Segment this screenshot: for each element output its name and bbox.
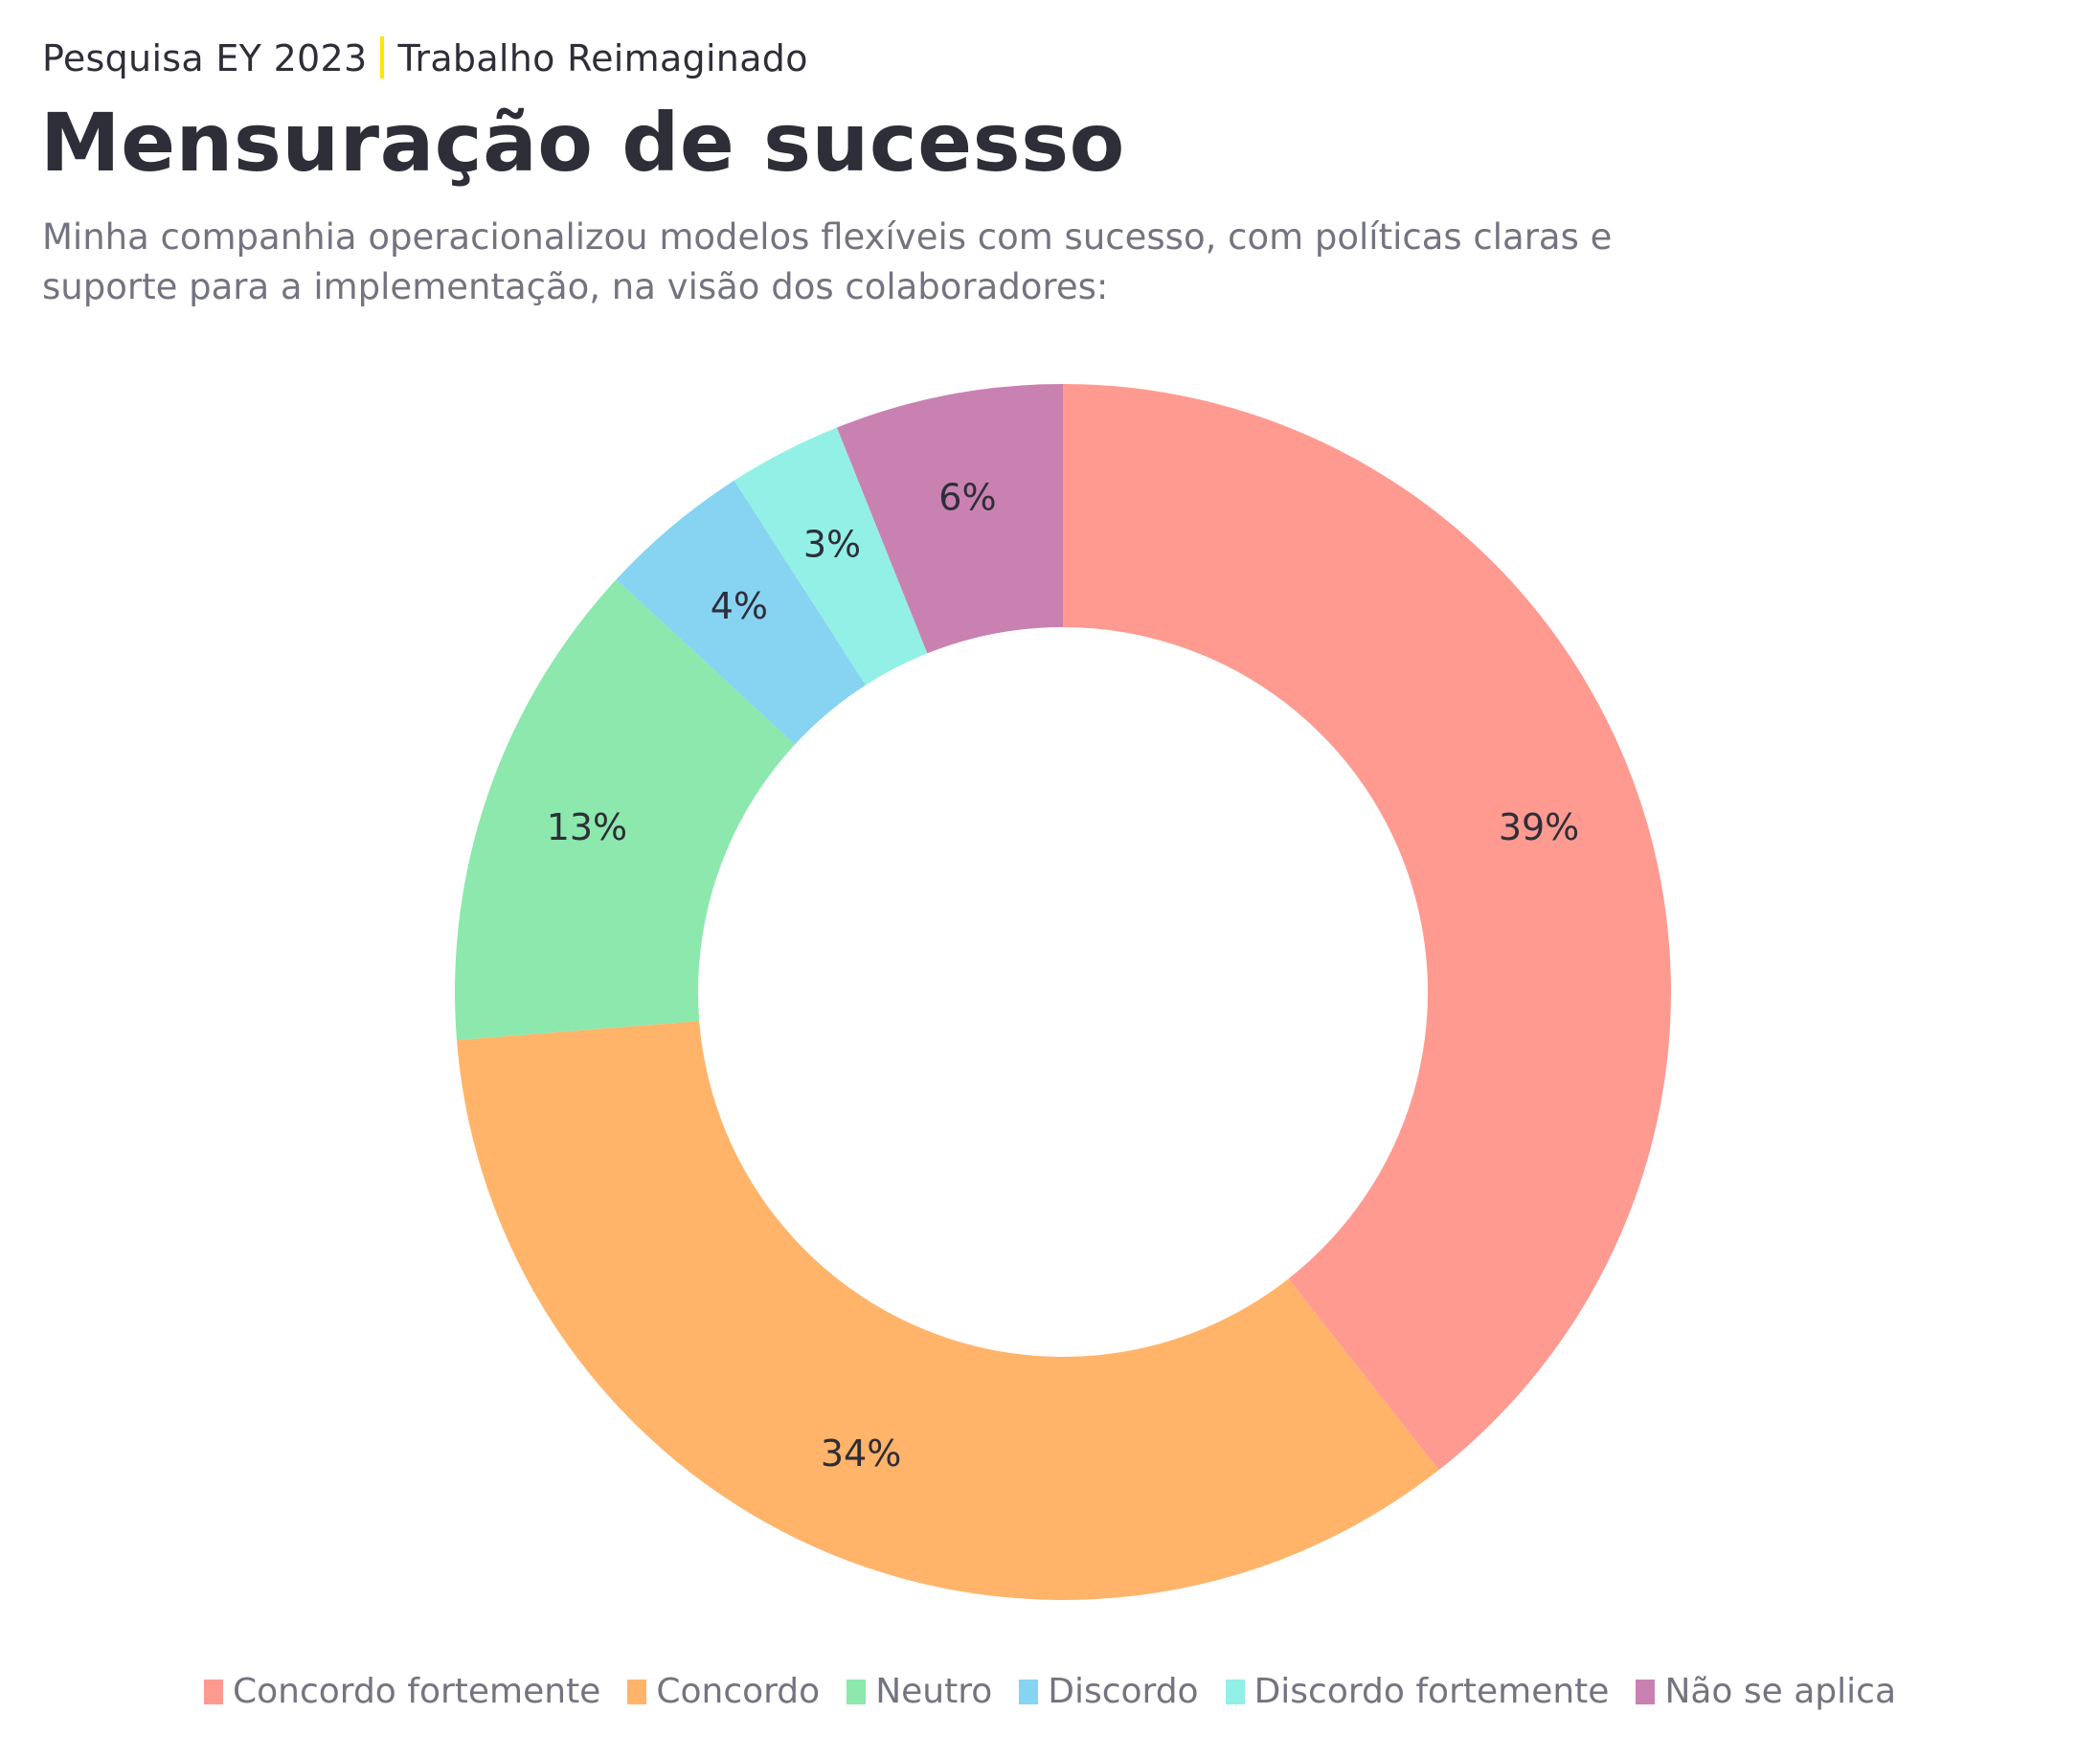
donut-slice-4: [616, 480, 867, 745]
legend-label: Discordo fortemente: [1253, 1672, 1610, 1711]
slice-value-label: 4%: [711, 585, 768, 627]
legend-label: Discordo: [1048, 1672, 1199, 1711]
slice-value-label: 6%: [938, 477, 996, 519]
legend-item: Não se aplica: [1636, 1672, 1896, 1711]
legend-label: Neutro: [875, 1672, 993, 1711]
legend-label: Não se aplica: [1664, 1672, 1897, 1711]
survey-theme: Trabalho Reimaginado: [397, 37, 808, 79]
donut-slice-1: [1063, 384, 1671, 1471]
chart-kicker: Pesquisa EY 2023 Trabalho Reimaginado: [42, 36, 808, 79]
legend-item: Concordo: [627, 1672, 820, 1711]
kicker-separator: [380, 36, 385, 79]
donut-slice-3: [455, 579, 796, 1041]
legend-swatch: [847, 1679, 867, 1704]
chart-title: Mensuração de sucesso: [40, 96, 1125, 190]
legend-item: Concordo fortemente: [203, 1672, 601, 1711]
slice-value-label: 3%: [803, 523, 861, 565]
legend-item: Discordo: [1019, 1672, 1199, 1711]
chart-subtitle: Minha companhia operacionalizou modelos …: [42, 216, 1613, 307]
legend-swatch: [1225, 1679, 1245, 1704]
survey-name: Pesquisa EY 2023: [42, 37, 368, 79]
donut-slice-2: [456, 1021, 1439, 1600]
chart-legend: Concordo fortemente Concordo Neutro Discord…: [0, 1672, 2100, 1711]
legend-swatch: [1636, 1679, 1656, 1704]
slice-value-label: 34%: [821, 1432, 901, 1475]
legend-item: Discordo fortemente: [1225, 1672, 1610, 1711]
legend-swatch: [203, 1679, 223, 1704]
slice-value-label: 13%: [547, 806, 627, 848]
legend-label: Concordo: [656, 1672, 821, 1711]
legend-label: Concordo fortemente: [232, 1672, 601, 1711]
donut-slice-6: [836, 384, 1063, 654]
legend-swatch: [1019, 1679, 1039, 1704]
legend-item: Neutro: [847, 1672, 992, 1711]
legend-swatch: [627, 1679, 647, 1704]
slice-value-label: 39%: [1499, 806, 1579, 848]
donut-slice-5: [734, 427, 928, 686]
